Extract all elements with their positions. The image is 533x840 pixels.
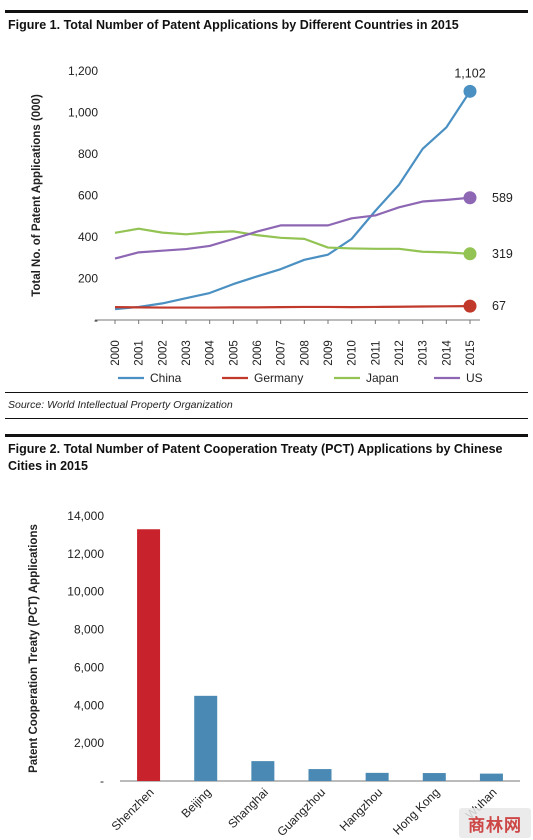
x-tick-label: Shenzhen (109, 785, 157, 833)
x-tick-label: 2010 (347, 340, 359, 366)
x-tick-label: 2002 (157, 340, 169, 366)
legend-label-japan: Japan (366, 371, 399, 385)
x-tick-label: 2011 (370, 341, 382, 366)
x-tick-label: 2005 (228, 340, 240, 366)
bar-hangzhou (365, 772, 389, 781)
figure1-bottom-rule (5, 392, 528, 393)
y-tick-label: 400 (78, 230, 98, 244)
y-tick-label: 12,000 (67, 547, 104, 561)
y-tick-label: 4,000 (74, 698, 104, 712)
bar-beijing (194, 695, 218, 781)
series-end-marker-germany (463, 299, 477, 313)
figure1-title: Figure 1. Total Number of Patent Applica… (8, 18, 459, 32)
y-tick-label: 600 (78, 189, 98, 203)
x-tick-label: 2000 (110, 340, 122, 366)
x-tick-label: Hangzhou (337, 785, 386, 834)
x-tick-label: 2008 (299, 340, 311, 366)
figure1-source: Source: World Intellectual Property Orga… (8, 399, 233, 411)
y-axis-label: Total No. of Patent Applications (000) (31, 94, 43, 297)
x-tick-label: 2014 (441, 340, 453, 366)
figure2-top-rule (5, 434, 528, 437)
x-tick-label: Shanghai (225, 785, 271, 831)
x-tick-label: 2013 (418, 340, 430, 366)
bar-shenzhen (137, 529, 161, 781)
y-tick-label: 200 (78, 272, 98, 286)
x-tick-label: Guangzhou (274, 785, 328, 839)
y-tick-label: 2,000 (74, 736, 104, 750)
figure1-source-rule (5, 418, 528, 419)
x-tick-label: Beijing (178, 785, 213, 820)
series-end-label-germany: 67 (492, 299, 506, 313)
figure2-title: Figure 2. Total Number of Patent Coopera… (8, 442, 503, 473)
y-tick-label: 14,000 (67, 509, 104, 523)
figure2-bar-chart: - 2,000 4,000 6,000 8,000 10,000 12,000 14,000 P… (28, 509, 520, 839)
x-tick-label: 2001 (134, 340, 146, 366)
y-tick-label: 10,000 (67, 585, 104, 599)
y-tick-label: 8,000 (74, 623, 104, 637)
legend-label-germany: Germany (254, 371, 303, 385)
y-tick-label: - (94, 313, 98, 327)
bar-guangzhou (308, 769, 332, 781)
series-line-china (114, 90, 471, 311)
y-tick-label: 1,200 (68, 64, 98, 78)
x-tick-label: 2006 (252, 340, 264, 366)
x-tick-label: 2009 (323, 340, 335, 366)
x-tick-label: 2003 (181, 340, 193, 366)
legend-label-china: China (150, 371, 182, 385)
y-tick-label: - (100, 774, 104, 788)
bar-wuhan (479, 773, 503, 781)
legend-label-us: US (466, 371, 483, 385)
series-end-label-japan: 319 (492, 247, 513, 261)
series-end-label-china: 1,102 (454, 66, 485, 80)
x-tick-label: 2004 (205, 340, 217, 366)
y-tick-label: 800 (78, 147, 98, 161)
figure1-top-rule (5, 10, 528, 13)
series-line-japan (114, 227, 471, 255)
bar-hong-kong (422, 773, 446, 781)
series-line-us (114, 196, 471, 260)
x-tick-label: 2012 (394, 340, 406, 366)
series-end-marker-china (463, 84, 477, 98)
x-tick-label: Hong Kong (390, 785, 442, 837)
series-line-germany (114, 304, 471, 309)
x-tick-label: 2015 (465, 340, 477, 366)
y-axis-label: Patent Cooperation Treaty (PCT) Applicat… (28, 524, 40, 773)
y-tick-label: 6,000 (74, 660, 104, 674)
x-tick-label: 2007 (276, 340, 288, 366)
figure1-line-chart: - 200 400 600 800 1,000 1,200 2000 2001 2002 2003 2… (31, 64, 513, 385)
y-tick-label: 1,000 (68, 106, 98, 120)
series-end-marker-japan (463, 247, 477, 261)
series-end-marker-us (463, 191, 477, 205)
series-end-label-us: 589 (492, 191, 513, 205)
watermark-logo: 商林网 (459, 808, 531, 838)
bar-shanghai (251, 761, 275, 781)
